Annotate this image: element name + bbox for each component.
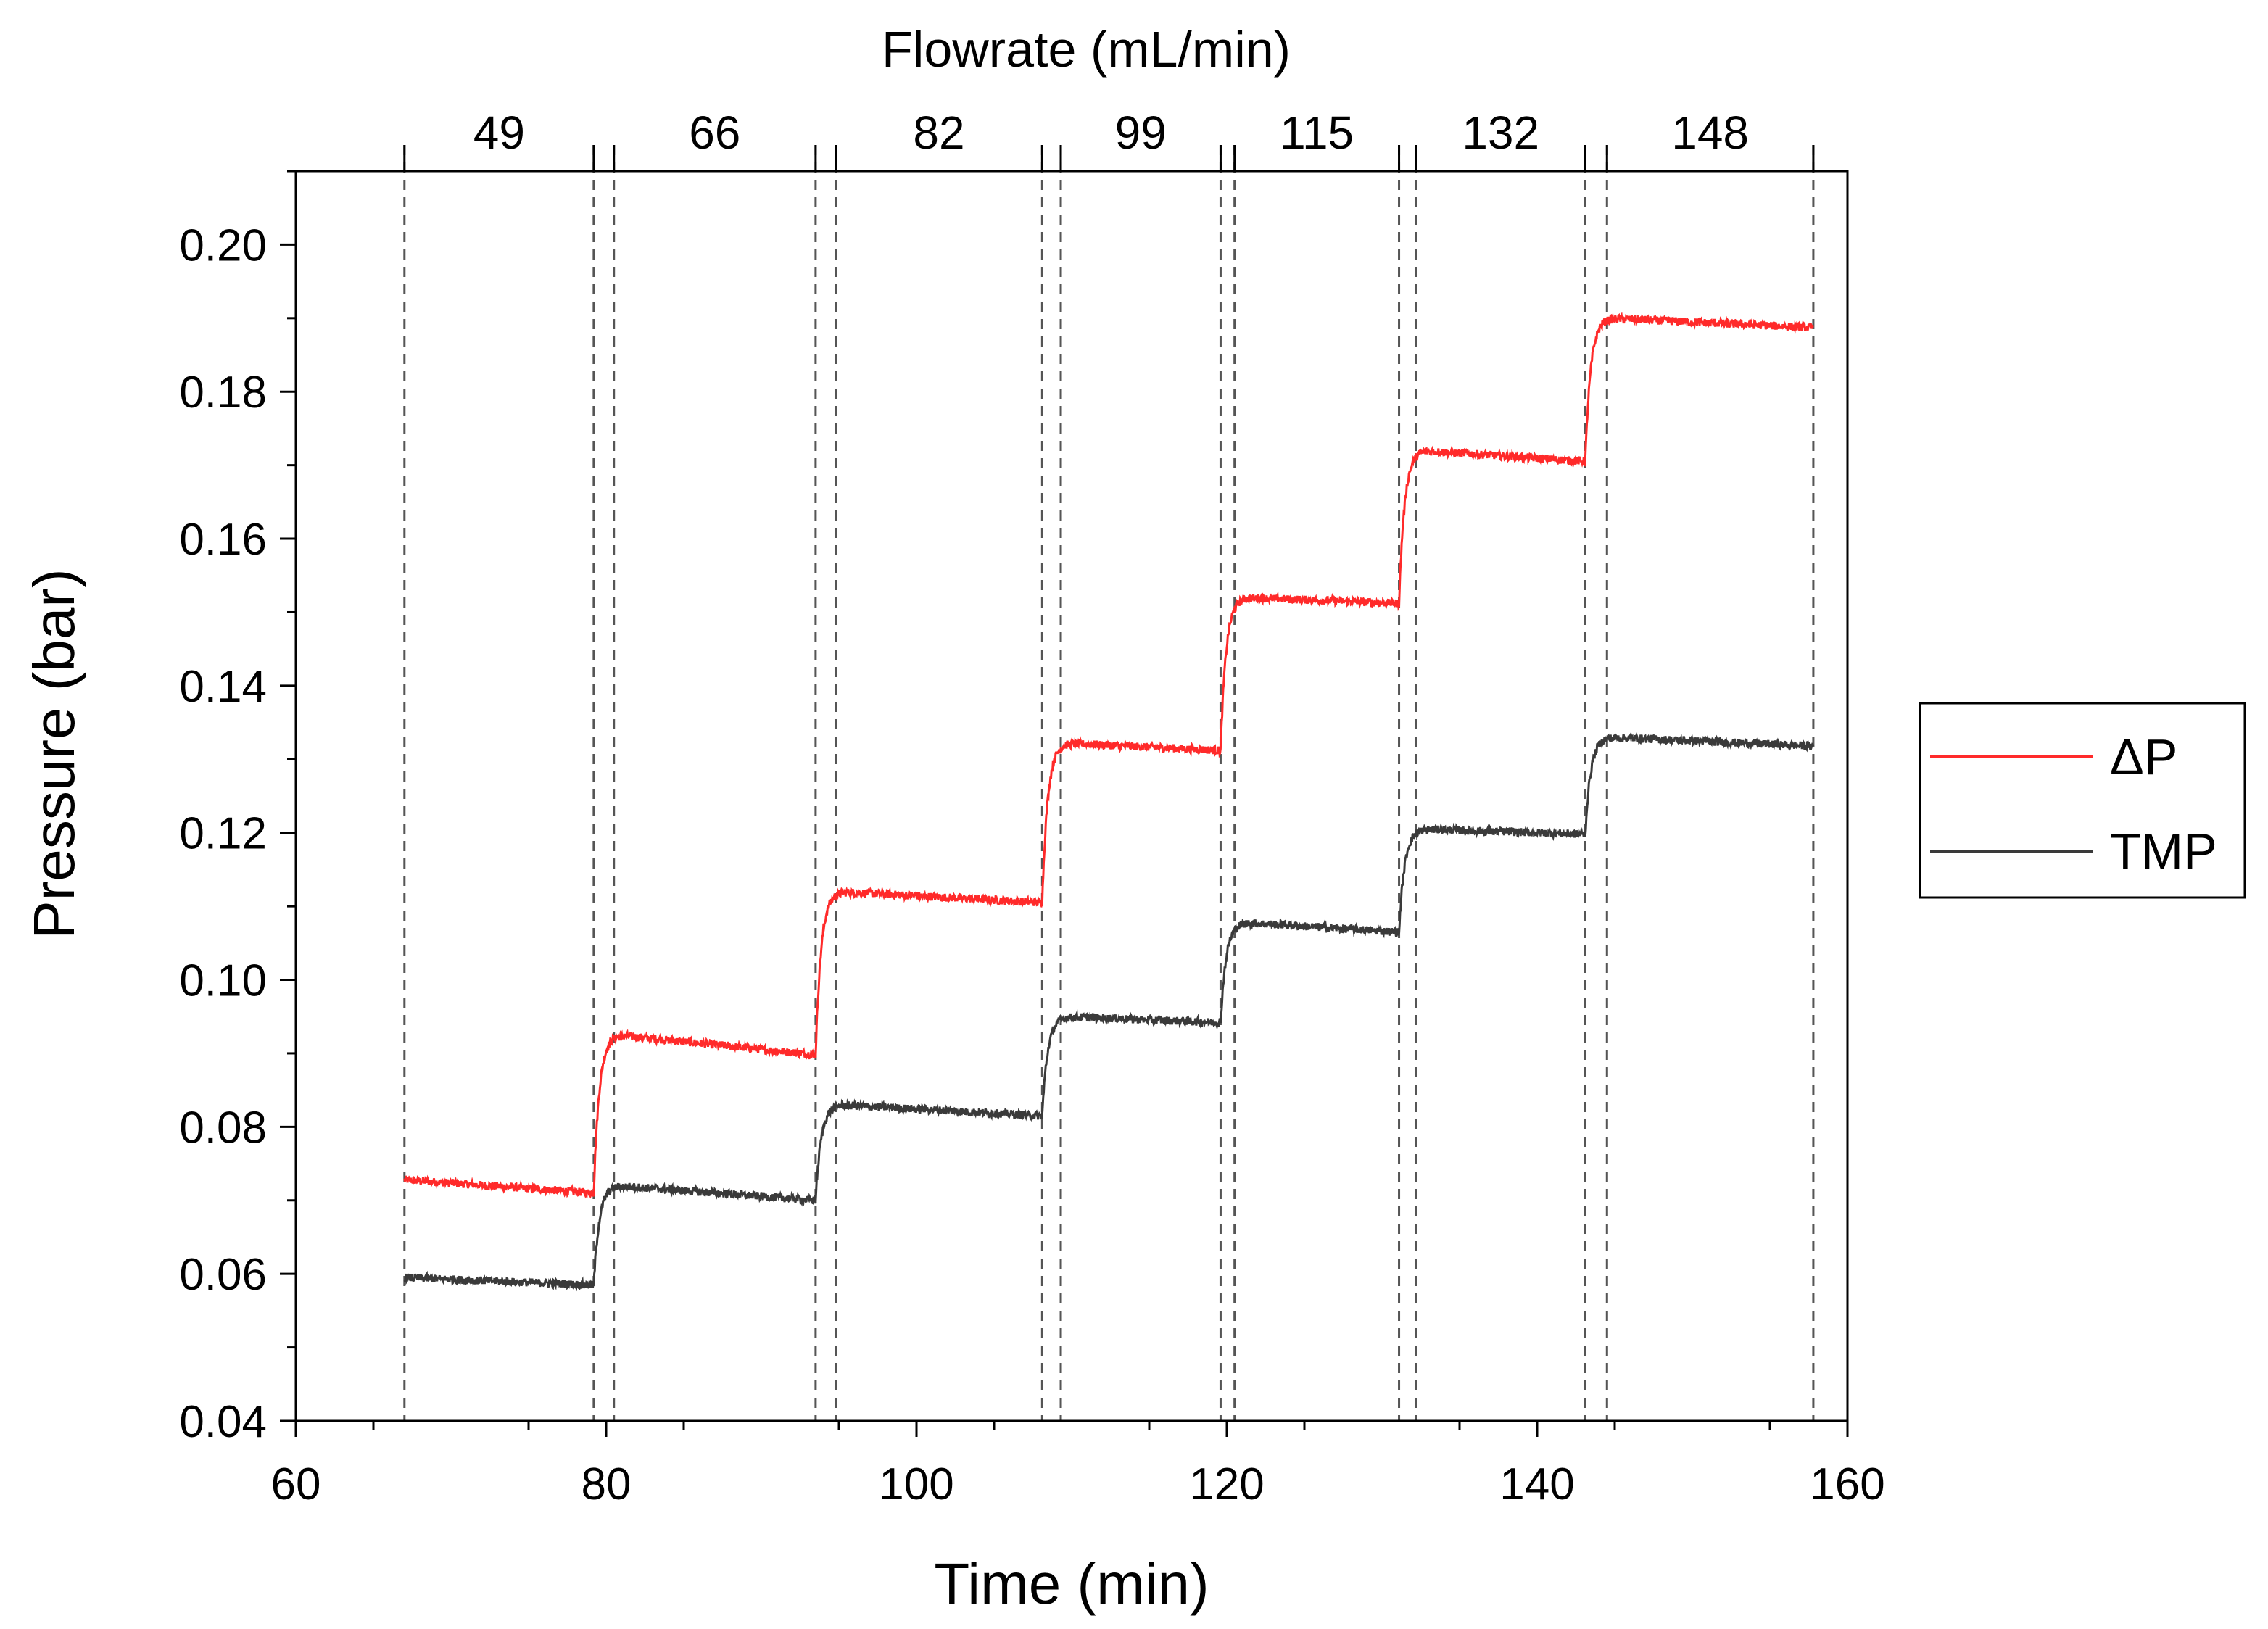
y-tick-label-7: 0.18 [179, 368, 267, 418]
series-layer [403, 312, 1815, 1292]
y-tick-label-6: 0.16 [179, 515, 267, 565]
flowrate-label-66: 66 [689, 107, 740, 159]
top-axis-title: Flowrate (mL/min) [882, 21, 1291, 78]
x-tick-label-5: 160 [1810, 1459, 1884, 1509]
flowrate-label-148: 148 [1671, 107, 1749, 159]
x-axis: 60 80 100 120 140 160 [271, 1421, 1885, 1509]
x-tick-label-1: 80 [582, 1459, 632, 1509]
flowrate-label-132: 132 [1462, 107, 1539, 159]
legend: ΔP TMP [1919, 702, 2246, 899]
series-line-dp [403, 312, 1814, 1199]
x-tick-label-4: 140 [1499, 1459, 1574, 1509]
y-tick-label-3: 0.10 [179, 956, 267, 1006]
x-tick-label-0: 60 [271, 1459, 321, 1509]
y-tick-label-8: 0.20 [179, 220, 267, 270]
x-tick-label-2: 100 [879, 1459, 953, 1509]
y-tick-label-2: 0.08 [179, 1103, 267, 1153]
x-tick-label-3: 120 [1189, 1459, 1264, 1509]
flowrate-label-82: 82 [913, 107, 964, 159]
flowrate-label-115: 115 [1280, 107, 1354, 159]
y-tick-label-0: 0.04 [179, 1397, 267, 1447]
flowrate-label-99: 99 [1115, 107, 1167, 159]
legend-box [1919, 702, 2246, 899]
top-flowrate-axis: 49 66 82 99 115 132 148 [403, 107, 1815, 171]
series-line-tmp [403, 731, 1815, 1292]
flowrate-label-49: 49 [473, 107, 525, 159]
x-axis-title: Time (min) [934, 1551, 1209, 1616]
y-tick-label-4: 0.12 [179, 809, 267, 859]
legend-label-dp: ΔP [2110, 729, 2177, 785]
y-axis: 0.04 0.06 0.08 0.10 0.12 0.14 0.16 0.18 0.20 [179, 170, 296, 1447]
y-tick-label-5: 0.14 [179, 662, 267, 712]
plot-frame [294, 170, 1849, 1422]
segment-dividers [403, 145, 1815, 1421]
legend-label-tmp: TMP [2110, 823, 2217, 879]
y-tick-label-1: 0.06 [179, 1250, 267, 1300]
y-axis-title: Pressure (bar) [22, 568, 86, 939]
